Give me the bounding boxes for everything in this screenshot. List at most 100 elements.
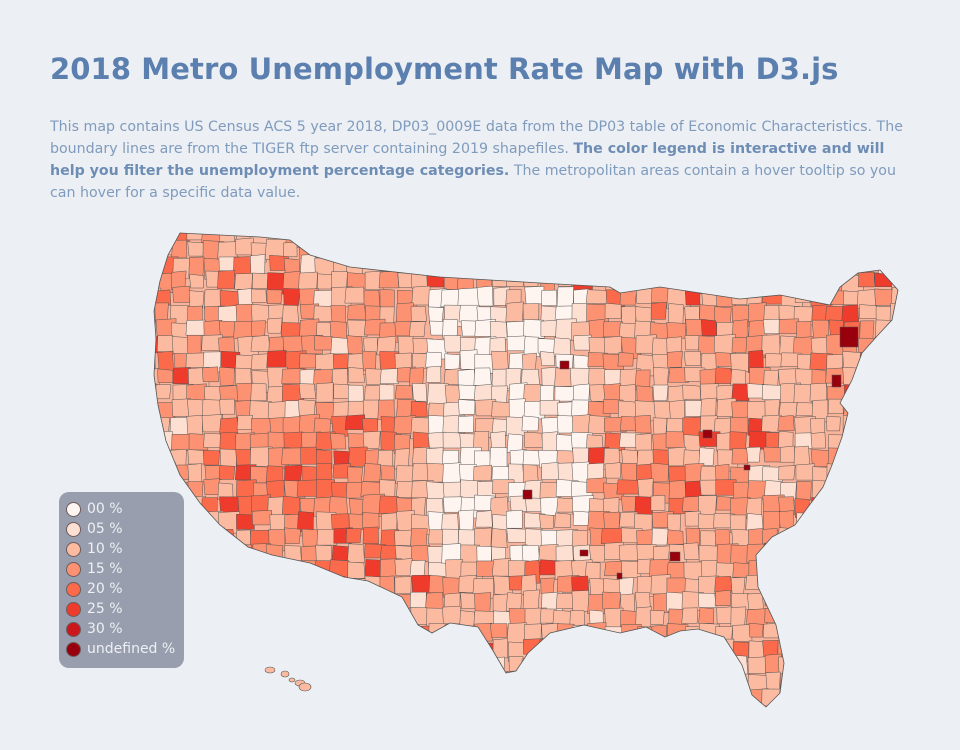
metro-area[interactable] [587, 622, 607, 644]
metro-area[interactable] [796, 512, 813, 532]
metro-area[interactable] [457, 688, 478, 711]
metro-area[interactable] [330, 719, 350, 725]
metro-area[interactable] [266, 576, 284, 598]
metro-area[interactable] [858, 720, 874, 725]
metro-area[interactable] [251, 510, 273, 526]
metro-area[interactable] [233, 706, 254, 725]
metro-area[interactable] [347, 658, 364, 674]
metro-area[interactable] [378, 270, 400, 289]
metro-area[interactable] [410, 688, 430, 711]
metro-area[interactable] [140, 225, 155, 242]
metro-area[interactable] [427, 687, 444, 710]
metro-area[interactable] [860, 656, 882, 672]
metro-area[interactable] [331, 415, 348, 437]
metro-area[interactable] [140, 322, 156, 337]
metro-area[interactable] [554, 386, 577, 402]
metro-area[interactable] [841, 574, 860, 592]
metro-area[interactable] [393, 670, 412, 693]
metro-area[interactable] [825, 479, 843, 497]
metro-area[interactable] [250, 335, 271, 352]
metro-area[interactable] [461, 671, 483, 690]
metro-area[interactable] [219, 398, 236, 415]
metro-area[interactable] [586, 720, 606, 725]
metro-area[interactable] [908, 592, 910, 609]
metro-area[interactable] [346, 335, 363, 355]
legend-item-05[interactable]: 05 % [66, 519, 123, 539]
metro-area[interactable] [475, 510, 493, 528]
metro-area[interactable] [874, 463, 898, 485]
metro-area[interactable] [362, 654, 382, 677]
metro-area[interactable] [508, 656, 524, 677]
metro-area[interactable] [893, 528, 910, 551]
metro-area[interactable] [362, 225, 379, 238]
metro-area[interactable] [875, 353, 896, 374]
metro-area[interactable] [233, 592, 256, 613]
metro-area[interactable] [665, 431, 685, 448]
metro-area[interactable] [347, 367, 365, 383]
metro-area[interactable] [284, 464, 303, 482]
metro-area[interactable] [201, 640, 223, 657]
metro-area[interactable] [699, 225, 716, 243]
metro-area[interactable] [811, 319, 829, 339]
metro-area[interactable] [299, 225, 317, 240]
metro-area[interactable] [508, 225, 529, 245]
metro-area[interactable] [891, 609, 911, 626]
metro-area[interactable] [203, 450, 220, 466]
metro-area[interactable] [843, 639, 861, 661]
metro-area[interactable] [140, 353, 156, 369]
metro-area[interactable] [315, 576, 332, 598]
metro-area[interactable] [669, 642, 687, 657]
metro-area[interactable] [570, 720, 587, 725]
metro-area[interactable] [410, 607, 429, 625]
metro-area[interactable] [475, 227, 498, 245]
metro-area[interactable] [779, 225, 799, 241]
metro-area[interactable] [875, 561, 892, 578]
metro-area[interactable] [810, 545, 834, 562]
metro-area[interactable] [396, 225, 413, 238]
metro-area[interactable] [892, 543, 911, 562]
metro-area[interactable] [347, 319, 368, 337]
metro-area[interactable] [219, 448, 238, 468]
metro-area[interactable] [473, 384, 493, 401]
metro-area[interactable] [651, 640, 674, 657]
metro-area[interactable] [777, 415, 795, 432]
metro-area[interactable] [476, 657, 498, 677]
metro-area[interactable] [201, 414, 223, 433]
metro-area[interactable] [219, 640, 242, 660]
metro-area[interactable] [605, 658, 625, 676]
metro-area[interactable] [683, 640, 705, 662]
metro-area[interactable] [344, 414, 366, 430]
metro-area[interactable] [140, 401, 154, 421]
metro-area[interactable] [682, 384, 701, 400]
metro-area[interactable] [540, 496, 560, 516]
metro-area[interactable] [859, 449, 882, 466]
metro-area[interactable] [825, 225, 845, 239]
metro-area[interactable] [363, 290, 381, 308]
metro-area[interactable] [696, 640, 715, 661]
metro-area[interactable] [906, 259, 910, 276]
metro-area[interactable] [571, 590, 590, 612]
metro-area[interactable] [509, 705, 528, 725]
metro-area[interactable] [505, 509, 523, 529]
metro-area[interactable] [378, 610, 397, 626]
metro-area[interactable] [506, 528, 528, 543]
metro-area[interactable] [265, 593, 283, 611]
metro-area[interactable] [235, 721, 255, 725]
metro-area[interactable] [859, 702, 875, 720]
metro-area[interactable] [541, 462, 560, 480]
metro-area[interactable] [187, 463, 203, 484]
metro-area[interactable] [876, 401, 892, 424]
metro-area[interactable] [154, 722, 169, 725]
metro-area[interactable] [635, 705, 658, 723]
metro-area[interactable] [666, 658, 690, 681]
metro-area[interactable] [793, 445, 810, 467]
hawaii-island[interactable] [288, 677, 296, 683]
metro-area[interactable] [827, 591, 850, 610]
metro-area[interactable] [603, 723, 625, 725]
metro-area[interactable] [140, 671, 163, 691]
metro-area[interactable] [826, 416, 841, 432]
metro-area[interactable] [411, 285, 432, 306]
metro-area[interactable] [794, 544, 816, 564]
metro-area[interactable] [714, 575, 733, 593]
metro-area[interactable] [409, 321, 426, 337]
